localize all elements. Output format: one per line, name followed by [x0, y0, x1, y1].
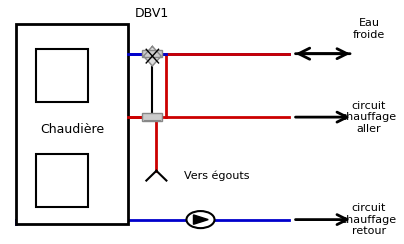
- Polygon shape: [143, 46, 161, 66]
- Text: Eau
froide: Eau froide: [353, 19, 385, 40]
- Bar: [142, 50, 162, 57]
- Text: Chaudière: Chaudière: [40, 123, 104, 136]
- Text: circuit
chauffage
retour: circuit chauffage retour: [341, 203, 397, 236]
- Text: circuit
chauffage
aller: circuit chauffage aller: [341, 101, 397, 134]
- Bar: [16, 24, 128, 224]
- Circle shape: [187, 211, 215, 228]
- Bar: [36, 154, 88, 207]
- Text: DBV1: DBV1: [135, 7, 170, 20]
- Bar: [36, 49, 88, 102]
- Bar: [142, 113, 162, 121]
- Polygon shape: [194, 215, 208, 224]
- Text: Vers égouts: Vers égouts: [185, 170, 250, 181]
